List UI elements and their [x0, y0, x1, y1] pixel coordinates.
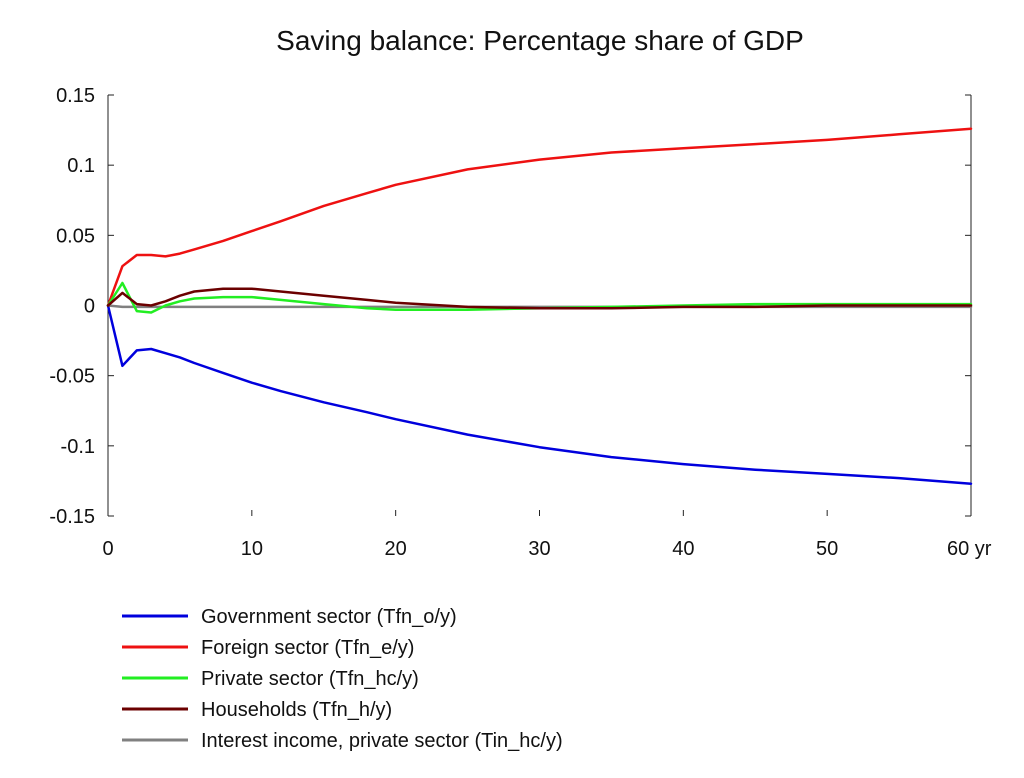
x-tick-label: 20	[385, 538, 407, 560]
y-tick-label: 0	[84, 296, 95, 318]
x-tick-label: 60 yr	[947, 538, 992, 560]
y-tick-label: -0.15	[49, 506, 95, 528]
axes: 0.15 0.1 0.05 0 -0.05 -0.1 -0.15 0 10 20 30 40 50 60 …	[49, 85, 991, 560]
x-tick-label: 30	[528, 538, 550, 560]
series-line-0	[106, 304, 973, 485]
series-lines	[106, 127, 973, 485]
y-tick-label: 0.1	[67, 155, 95, 177]
x-tick-label: 10	[241, 538, 263, 560]
x-tick-label: 40	[672, 538, 694, 560]
legend-label-0: Government sector (Tfn_o/y)	[201, 606, 457, 628]
x-tick-label: 0	[102, 538, 113, 560]
y-tick-label: 0.05	[56, 225, 95, 247]
legend-label-4: Interest income, private sector (Tin_hc/…	[201, 730, 563, 752]
legend-label-3: Households (Tfn_h/y)	[201, 699, 392, 721]
series-line-3	[106, 287, 973, 310]
series-line-2	[106, 281, 973, 314]
y-tick-label: 0.15	[56, 85, 95, 107]
series-line-1	[106, 127, 973, 307]
chart-title: Saving balance: Percentage share of GDP	[276, 25, 804, 56]
x-tick-label: 50	[816, 538, 838, 560]
legend-label-1: Foreign sector (Tfn_e/y)	[201, 637, 414, 659]
y-tick-label: -0.05	[49, 366, 95, 388]
legend: Government sector (Tfn_o/y) Foreign secto…	[122, 606, 563, 752]
legend-label-2: Private sector (Tfn_hc/y)	[201, 668, 419, 690]
y-tick-label: -0.1	[61, 436, 95, 458]
